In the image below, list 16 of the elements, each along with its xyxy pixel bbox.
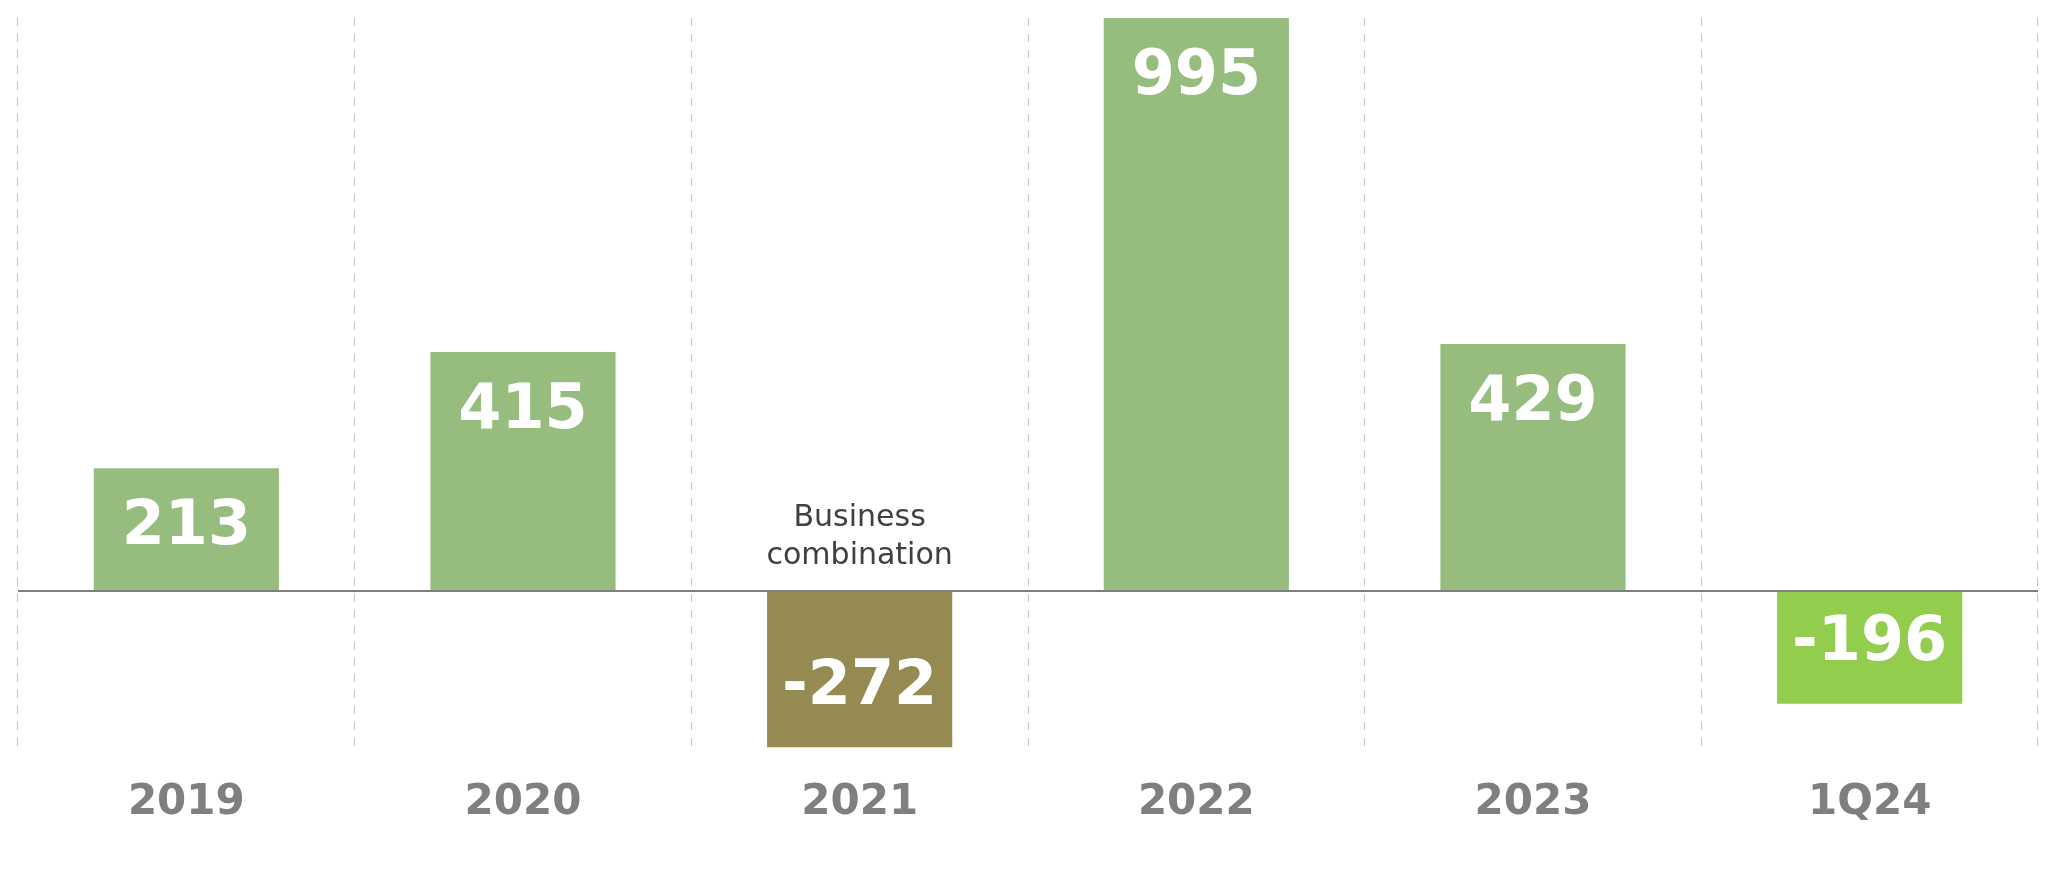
data-label: 415 — [458, 370, 588, 444]
bar — [430, 351, 616, 591]
x-tick-label: 2019 — [127, 774, 245, 824]
x-tick-label: 2023 — [1474, 774, 1592, 824]
bar — [1440, 343, 1626, 591]
data-label: -272 — [782, 645, 938, 719]
x-tick-label: 2020 — [464, 774, 582, 824]
data-label: 213 — [121, 486, 252, 560]
x-tick-label: 2021 — [801, 774, 919, 824]
x-tick-label: 1Q24 — [1807, 774, 1932, 824]
x-tick-label: 2022 — [1137, 774, 1255, 824]
annotation: Business combination — [766, 497, 953, 571]
data-label: -196 — [1792, 601, 1948, 675]
data-label: 995 — [1131, 36, 1262, 110]
bar — [1103, 18, 1289, 591]
data-label: 429 — [1468, 362, 1598, 436]
